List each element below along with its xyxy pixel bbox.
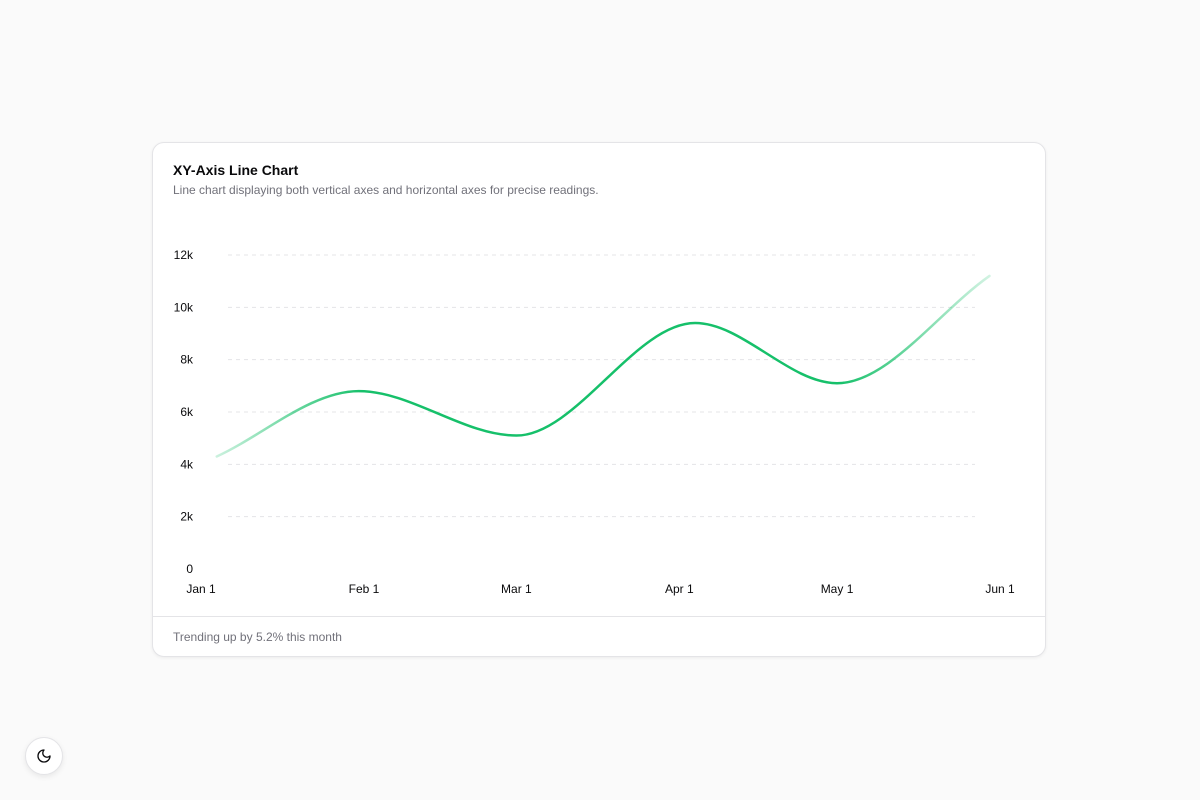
- moon-icon: [37, 749, 51, 763]
- x-tick-label: Feb 1: [349, 582, 380, 596]
- chart-card: XY-Axis Line Chart Line chart displaying…: [152, 142, 1046, 657]
- y-tick-label: 10k: [174, 300, 194, 314]
- line-chart-svg: 0 2k 4k 6k 8k 10k 12k Jan 1 Feb 1 Mar 1 Apr 1 May …: [174, 248, 1015, 596]
- card-footer: Trending up by 5.2% this month: [153, 616, 1045, 656]
- card-description: Line chart displaying both vertical axes…: [173, 183, 599, 197]
- card-title: XY-Axis Line Chart: [173, 162, 299, 178]
- y-tick-label: 2k: [180, 510, 194, 524]
- series-line: [215, 274, 991, 458]
- card-header: XY-Axis Line Chart Line chart displaying…: [173, 161, 1025, 198]
- y-tick-label: 4k: [180, 457, 194, 471]
- grid-lines: [228, 254, 975, 518]
- trend-text: Trending up by 5.2% this month: [173, 629, 342, 644]
- y-axis: 0 2k 4k 6k 8k 10k 12k: [174, 248, 194, 576]
- theme-toggle-button[interactable]: [25, 737, 63, 775]
- x-tick-label: Jun 1: [985, 582, 1015, 596]
- y-tick-label: 6k: [180, 405, 194, 419]
- x-tick-label: May 1: [821, 582, 854, 596]
- y-tick-label: 12k: [174, 248, 194, 262]
- x-tick-label: Apr 1: [665, 582, 694, 596]
- x-axis: Jan 1 Feb 1 Mar 1 Apr 1 May 1 Jun 1: [186, 582, 1015, 596]
- x-tick-label: Jan 1: [186, 582, 216, 596]
- y-tick-label: 8k: [180, 353, 194, 367]
- y-tick-label: 0: [186, 562, 193, 576]
- series: [215, 274, 991, 458]
- line-chart: 0 2k 4k 6k 8k 10k 12k Jan 1 Feb 1 Mar 1 Apr 1 May …: [153, 143, 1047, 618]
- x-tick-label: Mar 1: [501, 582, 532, 596]
